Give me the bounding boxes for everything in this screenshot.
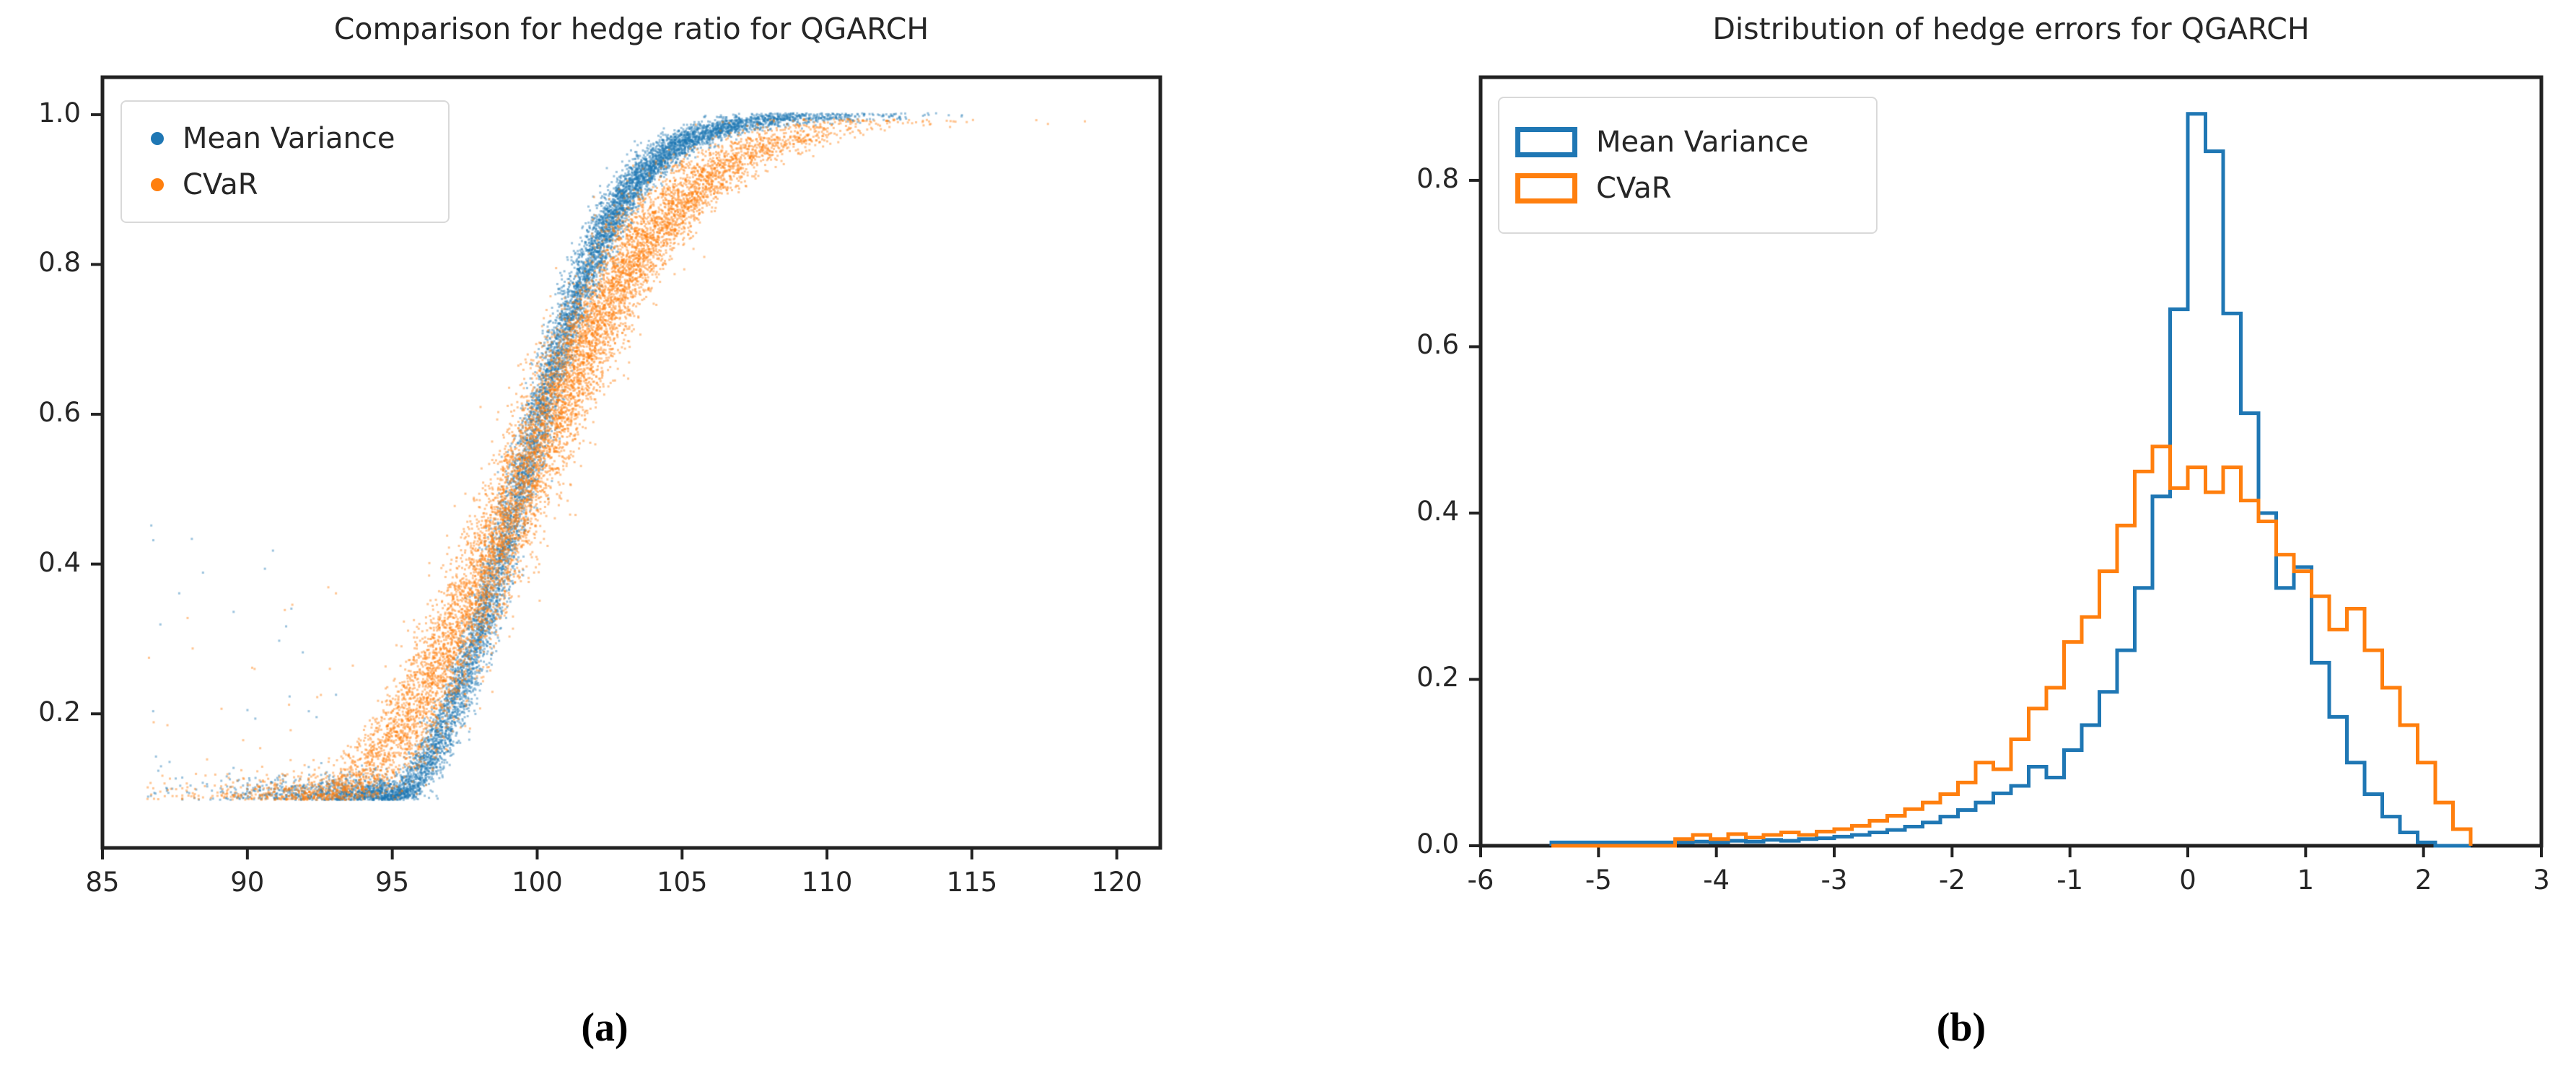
legend-label: Mean Variance bbox=[183, 122, 395, 155]
panel-a-legend: Mean Variance CVaR bbox=[121, 100, 450, 223]
legend-item-mean-variance: Mean Variance bbox=[1515, 126, 1854, 159]
legend-item-mean-variance: Mean Variance bbox=[138, 122, 426, 155]
cvar-dot-icon bbox=[151, 178, 164, 191]
x-tick-label: -5 bbox=[1585, 865, 1612, 896]
y-tick-label: 0.6 bbox=[38, 397, 81, 429]
panel-b-title: Distribution of hedge errors for QGARCH bbox=[1712, 12, 2310, 46]
x-tick-label: 2 bbox=[2414, 865, 2432, 896]
x-tick-label: 90 bbox=[230, 867, 265, 898]
hist-step-cvar bbox=[1551, 445, 2473, 848]
x-tick-label: 115 bbox=[946, 867, 998, 898]
x-tick-label: 110 bbox=[801, 867, 853, 898]
y-tick-label: 0.2 bbox=[38, 696, 81, 728]
panel-b-legend: Mean Variance CVaR bbox=[1498, 97, 1878, 234]
y-tick-label: 0.6 bbox=[1416, 329, 1459, 361]
mean-variance-rect-icon bbox=[1515, 127, 1577, 157]
y-tick-label: 0.0 bbox=[1416, 828, 1459, 859]
legend-item-cvar: CVaR bbox=[138, 168, 426, 201]
hist-step-mean-variance bbox=[1549, 112, 2471, 848]
x-tick-label: -1 bbox=[2056, 865, 2084, 896]
x-tick-label: -2 bbox=[1938, 865, 1966, 896]
x-tick-label: 100 bbox=[512, 867, 563, 898]
x-tick-label: 1 bbox=[2297, 865, 2315, 896]
panel-a-title: Comparison for hedge ratio for QGARCH bbox=[333, 12, 929, 46]
x-tick-label: 3 bbox=[2533, 865, 2550, 896]
caption-b: (b) bbox=[1936, 1005, 1986, 1050]
x-tick-label: -3 bbox=[1821, 865, 1848, 896]
axes-frame bbox=[1478, 75, 2544, 848]
legend-label: CVaR bbox=[183, 168, 258, 201]
x-tick-label: 85 bbox=[85, 867, 120, 898]
legend-item-cvar: CVaR bbox=[1515, 172, 1854, 205]
y-tick-label: 0.8 bbox=[38, 247, 81, 279]
legend-label: Mean Variance bbox=[1596, 126, 1809, 159]
x-tick-label: 0 bbox=[2179, 865, 2196, 896]
mean-variance-dot-icon bbox=[151, 132, 164, 145]
cvar-rect-icon bbox=[1515, 173, 1577, 203]
y-tick-label: 0.2 bbox=[1416, 662, 1459, 693]
x-tick-label: 120 bbox=[1091, 867, 1143, 898]
legend-label: CVaR bbox=[1596, 172, 1672, 205]
x-tick-label: 105 bbox=[656, 867, 708, 898]
caption-a: (a) bbox=[581, 1005, 628, 1050]
y-tick-label: 0.8 bbox=[1416, 162, 1459, 194]
y-tick-label: 0.4 bbox=[38, 546, 81, 578]
x-tick-label: 95 bbox=[375, 867, 410, 898]
x-tick-label: -6 bbox=[1467, 865, 1494, 896]
axes-frame bbox=[100, 75, 1162, 850]
x-tick-label: -4 bbox=[1703, 865, 1730, 896]
y-tick-label: 1.0 bbox=[38, 97, 81, 128]
y-tick-label: 0.4 bbox=[1416, 495, 1459, 527]
